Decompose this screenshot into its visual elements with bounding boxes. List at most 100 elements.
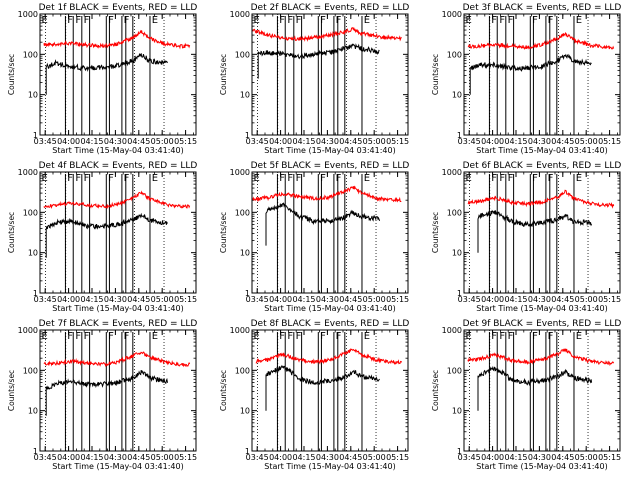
segment-marker-f: F — [108, 173, 114, 184]
panel-det-9: Det 9f BLACK = Events, RED = LLD 1 10 100 10… — [431, 319, 621, 471]
y-tick-label: 10 — [452, 249, 462, 258]
panel-title: Det 5f BLACK = Events, RED = LLD — [251, 161, 410, 171]
x-tick-label: 05:00 — [151, 295, 174, 304]
y-axis-label: Counts/sec — [219, 370, 228, 411]
y-tick-label: 100 — [447, 50, 462, 59]
x-tick-label: 05:00 — [363, 295, 386, 304]
x-tick-label: 05:00 — [575, 453, 598, 462]
segment-marker-e: E — [253, 15, 259, 26]
x-tick-label: 03:45 — [34, 295, 57, 304]
y-tick-label: 10 — [240, 249, 250, 258]
segment-marker-f: F — [296, 15, 302, 26]
series-line-lld — [467, 189, 615, 209]
x-tick-label: 04:30 — [316, 137, 339, 146]
y-tick-label: 1 — [457, 131, 462, 140]
y-tick-label: 1000 — [18, 326, 38, 335]
segment-marker-f: F — [508, 173, 514, 184]
segment-marker-f: F — [336, 331, 342, 342]
panel-det-6: Det 6f BLACK = Events, RED = LLD 1 10 100 10… — [431, 161, 621, 313]
panel-det-7: Det 7f BLACK = Events, RED = LLD 1 10 100 10… — [7, 319, 197, 471]
x-tick-label: 04:30 — [528, 137, 551, 146]
x-tick-label: 03:45 — [34, 137, 57, 146]
y-tick-label: 1000 — [230, 10, 250, 19]
series-line-events — [477, 209, 593, 253]
x-tick-label: 03:45 — [246, 453, 269, 462]
segment-marker-f: F — [75, 173, 81, 184]
y-axis-label: Counts/sec — [219, 54, 228, 95]
panel-title: Det 3f BLACK = Events, RED = LLD — [463, 3, 622, 13]
segment-marker-e: E — [152, 15, 158, 26]
series-line-lld — [43, 351, 191, 368]
plot-frame — [463, 13, 621, 136]
y-tick-label: 10 — [28, 91, 38, 100]
x-tick-label: 03:45 — [246, 137, 269, 146]
x-tick-label: 04:45 — [551, 453, 574, 462]
segment-marker-e: E — [364, 331, 370, 342]
y-tick-label: 10 — [28, 407, 38, 416]
y-axis-label: Counts/sec — [7, 54, 16, 95]
series-line-lld — [43, 29, 191, 50]
x-tick-label: 04:00 — [481, 453, 504, 462]
plot-frame — [251, 13, 409, 136]
segment-marker-f: F — [296, 173, 302, 184]
y-tick-label: 1 — [245, 447, 250, 456]
y-tick-label: 1 — [33, 289, 38, 298]
segment-marker-f: F — [108, 331, 114, 342]
x-axis-label: Start Time (15-May-04 03:41:40) — [476, 462, 607, 471]
x-tick-label: 04:15 — [80, 137, 103, 146]
segment-marker-f: F — [84, 173, 90, 184]
y-tick-label: 10 — [240, 407, 250, 416]
x-tick-label: 04:15 — [504, 453, 527, 462]
x-tick-label: 04:30 — [528, 453, 551, 462]
x-tick-label: 05:00 — [363, 453, 386, 462]
segment-marker-f: F — [508, 331, 514, 342]
segment-marker-f: F — [548, 331, 554, 342]
x-axis-label: Start Time (15-May-04 03:41:40) — [264, 462, 395, 471]
segment-marker-e: E — [152, 331, 158, 342]
segment-marker-e: E — [253, 331, 259, 342]
x-tick-label: 03:45 — [458, 295, 481, 304]
x-tick-label: 04:00 — [481, 137, 504, 146]
segment-marker-f: F — [124, 331, 130, 342]
series-line-lld — [252, 185, 402, 203]
panel-title: Det 7f BLACK = Events, RED = LLD — [39, 319, 198, 329]
segment-marker-f: F — [320, 331, 326, 342]
series-line-events — [45, 212, 168, 258]
y-tick-label: 1000 — [18, 10, 38, 19]
segment-marker-f: F — [532, 15, 538, 26]
panel-title: Det 2f BLACK = Events, RED = LLD — [251, 3, 410, 13]
segment-marker-f: F — [491, 331, 497, 342]
plot-frame — [39, 329, 197, 452]
y-tick-label: 100 — [447, 208, 462, 217]
series-line-events — [45, 369, 168, 416]
segment-marker-f: F — [279, 331, 285, 342]
segment-marker-f: F — [108, 15, 114, 26]
panel-det-1: Det 1f BLACK = Events, RED = LLD 1 10 100 10… — [7, 3, 197, 155]
y-tick-label: 10 — [28, 249, 38, 258]
x-tick-label: 04:15 — [292, 295, 315, 304]
segment-marker-f: F — [67, 173, 73, 184]
y-tick-label: 100 — [23, 208, 38, 217]
panel-det-4: Det 4f BLACK = Events, RED = LLD 1 10 100 10… — [7, 161, 197, 313]
plot-frame — [463, 329, 621, 452]
x-tick-label: 05:15 — [598, 295, 621, 304]
x-tick-label: 04:00 — [269, 137, 292, 146]
x-tick-label: 04:15 — [80, 295, 103, 304]
series-line-lld — [252, 26, 402, 42]
segment-marker-f: F — [287, 173, 293, 184]
segment-marker-f: F — [508, 15, 514, 26]
segment-marker-f: F — [336, 173, 342, 184]
y-tick-label: 10 — [240, 91, 250, 100]
x-tick-label: 04:30 — [104, 295, 127, 304]
segment-marker-f: F — [548, 173, 554, 184]
x-axis-label: Start Time (15-May-04 03:41:40) — [52, 462, 183, 471]
y-tick-label: 100 — [235, 50, 250, 59]
segment-marker-e: E — [152, 173, 158, 184]
segment-marker-f: F — [75, 15, 81, 26]
x-tick-label: 05:15 — [386, 137, 409, 146]
segment-marker-f: F — [336, 15, 342, 26]
panel-title: Det 4f BLACK = Events, RED = LLD — [39, 161, 198, 171]
series-line-lld — [467, 348, 615, 367]
x-tick-label: 04:15 — [292, 453, 315, 462]
segment-marker-f: F — [532, 173, 538, 184]
